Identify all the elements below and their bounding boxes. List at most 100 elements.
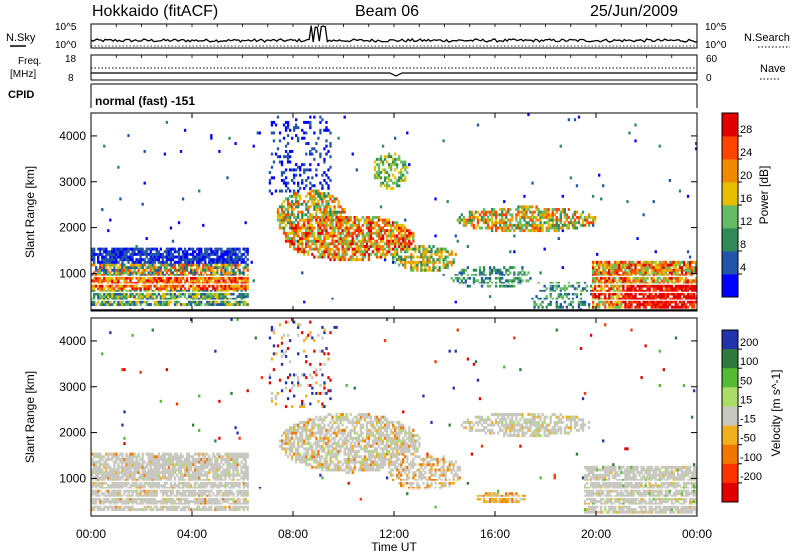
power-cell bbox=[319, 226, 322, 230]
power-cell bbox=[507, 226, 510, 230]
velocity-cell bbox=[165, 497, 169, 501]
power-cell bbox=[353, 215, 356, 219]
power-cell bbox=[129, 266, 132, 270]
power-cell bbox=[398, 237, 401, 241]
power-cell bbox=[149, 263, 152, 267]
velocity-cell bbox=[131, 460, 134, 464]
power-cell bbox=[329, 223, 332, 227]
power-cell bbox=[432, 266, 435, 270]
velocity-cell bbox=[139, 476, 142, 480]
velocity-cell bbox=[143, 494, 146, 498]
power-cell bbox=[511, 279, 514, 283]
power-cell bbox=[654, 292, 657, 296]
power-cell bbox=[244, 281, 247, 285]
power-cell bbox=[276, 115, 280, 119]
power-cell bbox=[480, 281, 484, 285]
power-cell bbox=[626, 276, 629, 280]
power-cell bbox=[222, 289, 225, 293]
power-cell bbox=[551, 218, 554, 222]
velocity-cell bbox=[135, 500, 138, 504]
velocity-cell bbox=[93, 492, 96, 496]
power-cell bbox=[331, 218, 334, 222]
power-cell bbox=[99, 279, 102, 283]
power-cell bbox=[414, 245, 417, 248]
power-cell bbox=[153, 300, 156, 304]
power-cell bbox=[105, 266, 108, 270]
velocity-cell bbox=[145, 479, 148, 482]
power-cell bbox=[198, 284, 201, 288]
power-cell bbox=[440, 247, 443, 251]
power-cell bbox=[353, 229, 356, 233]
power-cell bbox=[337, 202, 340, 206]
velocity-cell bbox=[105, 473, 108, 477]
power-cell bbox=[93, 295, 96, 299]
power-cell bbox=[466, 266, 470, 270]
power-cell bbox=[396, 250, 399, 254]
velocity-cell bbox=[139, 481, 142, 485]
power-cell bbox=[361, 250, 364, 254]
power-cell bbox=[218, 274, 221, 277]
velocity-cell bbox=[163, 481, 167, 485]
power-cell bbox=[616, 305, 619, 309]
velocity-cell bbox=[99, 455, 102, 459]
power-cell bbox=[517, 276, 520, 280]
power-cell bbox=[153, 260, 156, 264]
power-cell bbox=[129, 247, 132, 251]
velocity-cell bbox=[145, 481, 148, 485]
power-cell bbox=[206, 279, 209, 283]
power-cell bbox=[319, 197, 322, 201]
power-cell bbox=[97, 292, 100, 296]
power-cell bbox=[216, 268, 219, 272]
power-cell bbox=[618, 276, 621, 280]
power-cell bbox=[232, 268, 235, 272]
power-cell bbox=[153, 247, 156, 251]
power-cell bbox=[398, 255, 401, 259]
power-cell bbox=[642, 268, 645, 272]
velocity-cell bbox=[141, 502, 144, 506]
power-cell bbox=[153, 266, 156, 270]
power-cell bbox=[612, 305, 615, 309]
power-cell bbox=[208, 268, 211, 272]
power-cell bbox=[109, 284, 112, 288]
power-cell bbox=[462, 276, 465, 280]
power-cell bbox=[113, 247, 116, 251]
power-cell bbox=[682, 274, 686, 277]
power-cell bbox=[652, 295, 655, 299]
power-cell bbox=[163, 287, 167, 291]
velocity-cell bbox=[115, 497, 118, 501]
power-cell bbox=[545, 226, 548, 230]
power-cell bbox=[284, 231, 288, 235]
power-cell bbox=[690, 303, 694, 307]
power-cell bbox=[305, 250, 308, 254]
power-cell bbox=[321, 223, 324, 227]
power-cell bbox=[389, 223, 393, 227]
power-cell bbox=[658, 276, 661, 280]
power-cell bbox=[396, 242, 399, 246]
power-cell bbox=[624, 279, 627, 283]
power-cell bbox=[228, 258, 231, 262]
velocity-cell bbox=[165, 479, 169, 482]
power-cell bbox=[505, 223, 508, 227]
power-cell bbox=[610, 287, 613, 291]
power-cell bbox=[678, 268, 682, 272]
power-cell bbox=[537, 226, 540, 230]
power-cell bbox=[523, 213, 526, 217]
power-cell bbox=[103, 247, 106, 251]
power-cell bbox=[478, 271, 482, 275]
power-cell bbox=[127, 258, 130, 262]
power-cell bbox=[335, 247, 338, 251]
power-cell bbox=[507, 218, 510, 222]
power-cell bbox=[141, 258, 144, 262]
velocity-cell bbox=[103, 486, 106, 490]
power-cell bbox=[121, 287, 124, 291]
power-cell bbox=[198, 252, 201, 256]
power-cell bbox=[226, 287, 229, 291]
power-cell bbox=[486, 218, 490, 222]
velocity-cell bbox=[147, 489, 150, 493]
power-cell bbox=[303, 136, 306, 140]
power-cell bbox=[173, 260, 177, 264]
power-cell bbox=[662, 260, 665, 264]
power-cell bbox=[331, 297, 334, 301]
power-cell bbox=[452, 260, 455, 264]
